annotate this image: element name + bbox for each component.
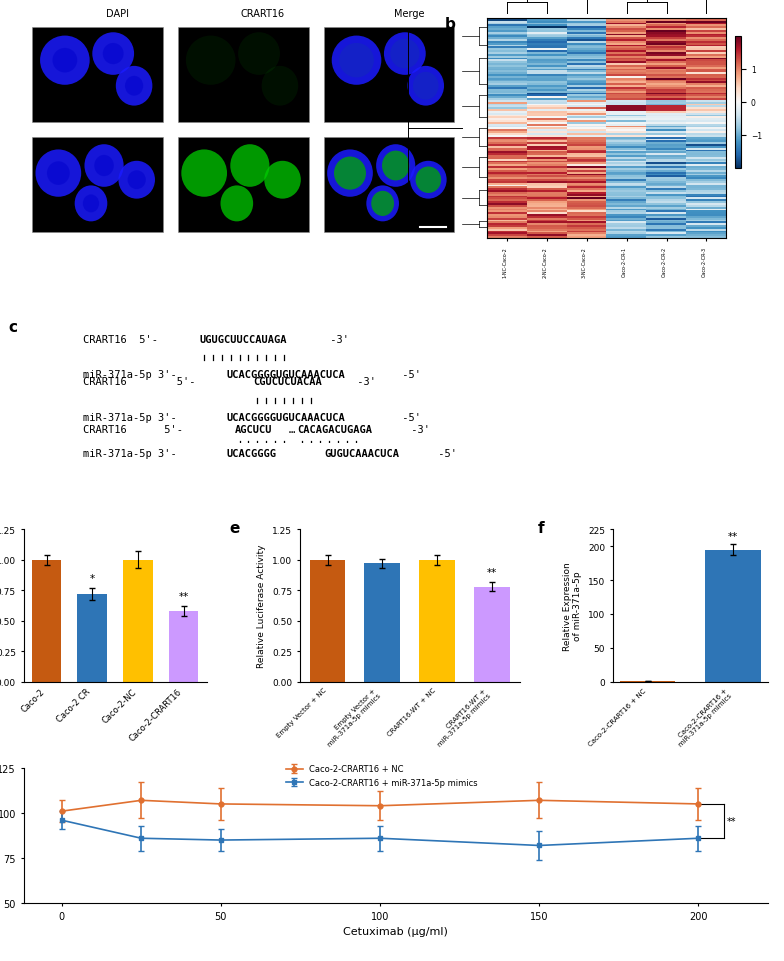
Y-axis label: Relative Luciferase Activity: Relative Luciferase Activity (257, 544, 267, 668)
FancyBboxPatch shape (32, 138, 163, 233)
Text: GUGUCAAACUCA: GUGUCAAACUCA (325, 448, 399, 458)
FancyBboxPatch shape (324, 138, 455, 233)
FancyBboxPatch shape (324, 28, 455, 123)
Legend: Caco-2-CRART16 + NC, Caco-2-CRART16 + miR-371a-5p mimics: Caco-2-CRART16 + NC, Caco-2-CRART16 + mi… (282, 761, 481, 790)
Text: -3': -3' (351, 377, 376, 387)
Ellipse shape (371, 191, 394, 217)
Ellipse shape (35, 150, 82, 198)
Text: c: c (9, 319, 17, 334)
Text: CRART16  5'-: CRART16 5'- (83, 334, 165, 344)
Ellipse shape (262, 66, 298, 107)
Text: **: ** (727, 816, 736, 826)
Ellipse shape (125, 77, 143, 96)
Text: AGCUCU: AGCUCU (235, 425, 273, 434)
Text: Merge: Merge (394, 10, 424, 19)
Bar (310, 560, 345, 682)
Text: miR-371a-5p 3'-: miR-371a-5p 3'- (83, 412, 183, 423)
Ellipse shape (416, 167, 441, 194)
Ellipse shape (390, 39, 419, 69)
Ellipse shape (40, 37, 89, 86)
Bar (419, 560, 455, 682)
Ellipse shape (93, 34, 134, 76)
Bar (706, 550, 761, 682)
Bar (32, 560, 61, 682)
X-axis label: Cetuximab (μg/ml): Cetuximab (μg/ml) (343, 926, 448, 937)
Text: UCACGGGGUGUCAAACUCA: UCACGGGGUGUCAAACUCA (226, 370, 345, 380)
Text: **: ** (728, 531, 739, 541)
Text: CACAGACUGAGA: CACAGACUGAGA (298, 425, 372, 434)
Ellipse shape (118, 161, 155, 200)
Ellipse shape (332, 37, 381, 86)
Ellipse shape (103, 44, 124, 65)
Y-axis label: Relative Expression
of miR-371a-5p: Relative Expression of miR-371a-5p (563, 561, 583, 651)
Ellipse shape (53, 49, 78, 73)
Text: e: e (230, 521, 240, 535)
Text: miR-371a-5p 3'-: miR-371a-5p 3'- (83, 448, 183, 458)
Text: UCACGGGGUGUCAAACUCA: UCACGGGGUGUCAAACUCA (226, 412, 345, 423)
FancyBboxPatch shape (32, 28, 163, 123)
Text: f: f (538, 521, 545, 535)
Text: b: b (445, 17, 456, 32)
Ellipse shape (413, 73, 438, 101)
Ellipse shape (181, 150, 227, 198)
Text: …: … (289, 425, 295, 434)
Ellipse shape (238, 34, 280, 76)
Text: **: ** (487, 567, 497, 578)
Ellipse shape (408, 66, 444, 107)
Text: CRART16        5'-: CRART16 5'- (83, 377, 201, 387)
Bar (78, 594, 107, 682)
FancyBboxPatch shape (178, 28, 309, 123)
Text: *: * (89, 574, 95, 583)
Ellipse shape (339, 44, 374, 79)
Text: UGUGCUUCCAUAGA: UGUGCUUCCAUAGA (199, 334, 287, 344)
Ellipse shape (384, 34, 426, 76)
Ellipse shape (94, 156, 114, 177)
Ellipse shape (85, 145, 124, 187)
Ellipse shape (264, 161, 301, 200)
FancyBboxPatch shape (178, 138, 309, 233)
Bar (365, 564, 400, 682)
Ellipse shape (410, 161, 447, 200)
Ellipse shape (220, 186, 253, 222)
Ellipse shape (74, 186, 107, 222)
Bar (123, 560, 153, 682)
Text: CRART16: CRART16 (241, 10, 285, 19)
Ellipse shape (366, 186, 399, 222)
Text: **: ** (179, 592, 189, 602)
Ellipse shape (128, 171, 146, 190)
Text: -5': -5' (396, 412, 421, 423)
Text: CRART16      5'-: CRART16 5'- (83, 425, 190, 434)
Ellipse shape (47, 162, 70, 185)
Ellipse shape (186, 37, 235, 86)
Ellipse shape (230, 145, 270, 187)
Text: miR-371a-5p 3'-: miR-371a-5p 3'- (83, 370, 183, 380)
Text: UCACGGGG: UCACGGGG (226, 448, 276, 458)
Ellipse shape (327, 150, 373, 198)
Bar (169, 611, 198, 682)
Ellipse shape (382, 152, 409, 182)
Text: -3': -3' (325, 334, 350, 344)
Text: -5': -5' (432, 448, 456, 458)
Text: CGUCUCUACAA: CGUCUCUACAA (253, 377, 321, 387)
Bar (474, 587, 510, 682)
Text: -5': -5' (396, 370, 421, 380)
Ellipse shape (334, 158, 366, 190)
Text: -3': -3' (405, 425, 430, 434)
Ellipse shape (83, 195, 99, 213)
Ellipse shape (116, 66, 152, 107)
Ellipse shape (376, 145, 416, 187)
Text: DAPI: DAPI (106, 10, 129, 19)
